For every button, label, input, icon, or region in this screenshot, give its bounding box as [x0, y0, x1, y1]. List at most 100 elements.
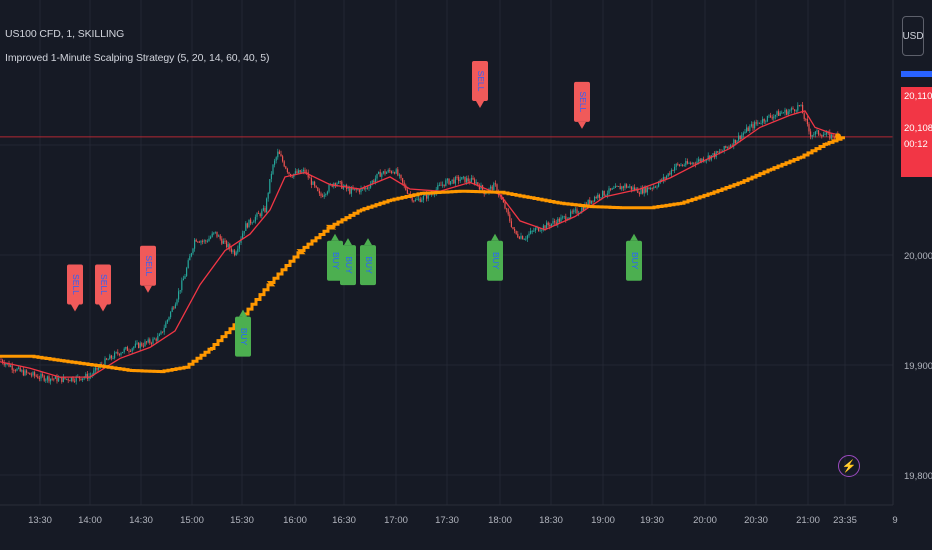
candle-body — [254, 216, 256, 222]
sell-marker-arrow — [578, 121, 586, 129]
candle-body — [587, 199, 589, 206]
candle-body — [398, 174, 400, 176]
candle-body — [403, 182, 405, 186]
time-axis-label: 16:30 — [332, 515, 356, 526]
candle-body — [717, 151, 719, 153]
candle-body — [269, 179, 271, 193]
candle-body — [411, 195, 413, 201]
candle-body — [66, 378, 68, 380]
candle-body — [50, 378, 52, 382]
sell-marker-arrow — [476, 101, 484, 108]
candle-body — [10, 365, 12, 367]
time-axis-label: 20:30 — [744, 515, 768, 526]
candle-body — [546, 222, 548, 229]
candle-body — [106, 358, 108, 360]
candle-body — [605, 195, 607, 196]
candle-body — [594, 196, 596, 202]
candle-body — [422, 195, 424, 200]
candle-body — [691, 162, 693, 164]
buy-marker-label: BUY — [630, 252, 640, 270]
symbol-legend[interactable]: US100 CFD, 1, SKILLING — [5, 28, 125, 40]
candle-body — [733, 139, 735, 147]
candle-body — [456, 176, 458, 178]
candle-body — [5, 363, 7, 365]
candle-body — [784, 109, 786, 113]
currency-button[interactable]: USD — [902, 16, 924, 56]
candle-body — [459, 179, 461, 182]
candle-body — [251, 222, 253, 224]
candle-body — [235, 252, 237, 256]
candle-body — [589, 199, 591, 204]
strategy-legend[interactable]: Improved 1-Minute Scalping Strategy (5, … — [5, 52, 270, 64]
sell-signal-marker: SELL — [140, 245, 156, 293]
candle-body — [739, 135, 741, 140]
candle-body — [645, 186, 647, 193]
candle-body — [184, 276, 186, 279]
candle-body — [674, 166, 676, 171]
candle-body — [32, 372, 34, 376]
candles-group — [0, 102, 839, 385]
candle-body — [365, 187, 367, 190]
candle-body — [83, 377, 85, 379]
candle-body — [418, 198, 420, 200]
time-scale-background — [0, 505, 932, 550]
lightning-bolt-icon[interactable]: ⚡ — [838, 455, 860, 477]
candle-body — [275, 157, 277, 161]
candle-body — [138, 342, 140, 348]
candle-body — [334, 183, 336, 185]
sell-signal-marker: SELL — [67, 264, 83, 312]
candle-body — [822, 134, 824, 137]
grid-lines — [0, 0, 893, 505]
candle-body — [664, 177, 666, 179]
candle-body — [494, 183, 496, 185]
candle-body — [730, 145, 732, 147]
candle-body — [259, 213, 261, 217]
candle-body — [629, 186, 631, 188]
sell-signal-marker: SELL — [574, 81, 590, 129]
buy-signal-marker: BUY — [235, 309, 251, 357]
candle-body — [744, 131, 746, 134]
candle-body — [389, 170, 391, 172]
candle-body — [248, 219, 250, 228]
candle-body — [366, 187, 368, 189]
candle-body — [82, 378, 84, 381]
candle-body — [37, 376, 39, 379]
candle-body — [496, 184, 498, 193]
candle-body — [339, 181, 341, 183]
candle-body — [304, 169, 306, 173]
candle-body — [757, 122, 759, 124]
candle-body — [666, 176, 668, 179]
candle-body — [370, 183, 372, 188]
candle-body — [634, 187, 636, 191]
buy-signal-marker: BUY — [327, 233, 343, 281]
time-axis-label: 15:30 — [230, 515, 254, 526]
buy-marker-label: BUY — [239, 328, 249, 346]
candle-body — [670, 170, 672, 175]
candle-body — [402, 178, 404, 183]
candle-body — [277, 151, 279, 158]
candle-body — [107, 359, 109, 361]
buy-marker-label: BUY — [344, 256, 354, 274]
candle-body — [93, 370, 95, 375]
candle-body — [453, 179, 455, 184]
candle-body — [646, 187, 648, 193]
candle-body — [781, 112, 783, 114]
candle-body — [266, 198, 268, 213]
candle-body — [680, 164, 682, 166]
candle-body — [242, 233, 244, 239]
candle-body — [547, 222, 549, 225]
buy-signal-marker: BUY — [340, 238, 356, 286]
candle-body — [662, 177, 664, 181]
candle-body — [829, 132, 831, 139]
candle-body — [173, 307, 175, 309]
candle-body — [16, 368, 18, 371]
candle-body — [338, 181, 340, 184]
candle-body — [405, 185, 407, 190]
candle-body — [661, 179, 663, 181]
candle-body — [514, 228, 516, 231]
candle-body — [357, 189, 359, 191]
candle-body — [467, 178, 469, 182]
price-scale-background — [893, 0, 932, 550]
candle-body — [470, 178, 472, 183]
